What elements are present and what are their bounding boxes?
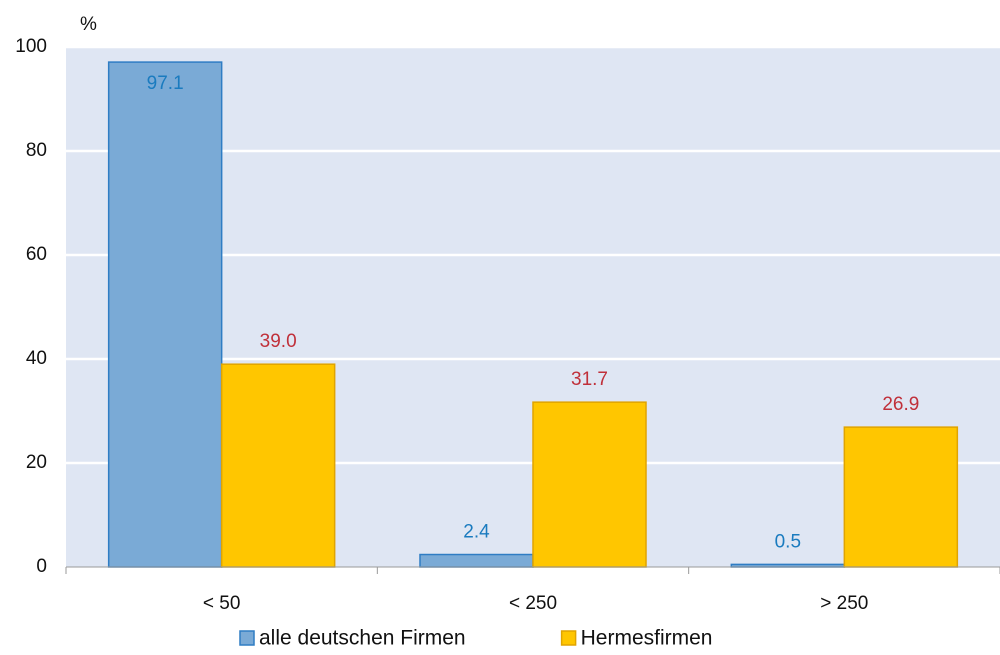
x-tick-label: < 250 [509,593,557,614]
data-label: 31.7 [571,369,608,390]
bar [532,401,647,568]
legend-swatch [239,630,255,646]
legend-label: alle deutschen Firmen [259,627,466,650]
bar [220,363,336,568]
data-label: 2.4 [463,522,490,543]
data-label: 39.0 [260,331,297,352]
data-label: 26.9 [882,394,919,415]
y-tick-label: 80 [26,140,47,161]
y-tick-label: 40 [26,348,47,369]
data-label: 97.1 [147,73,184,94]
y-axis-unit: % [80,14,97,35]
y-tick-label: 0 [36,556,47,577]
legend-label: Hermesfirmen [581,627,713,650]
x-tick-label: < 50 [203,593,241,614]
y-tick-label: 100 [15,36,47,57]
bar [107,61,223,568]
data-label: 0.5 [775,531,801,552]
bar [419,553,534,568]
bar [843,426,959,568]
x-tick-label: > 250 [820,593,868,614]
legend-swatch [560,630,577,646]
y-tick-label: 20 [26,452,47,473]
y-tick-label: 60 [26,244,47,265]
